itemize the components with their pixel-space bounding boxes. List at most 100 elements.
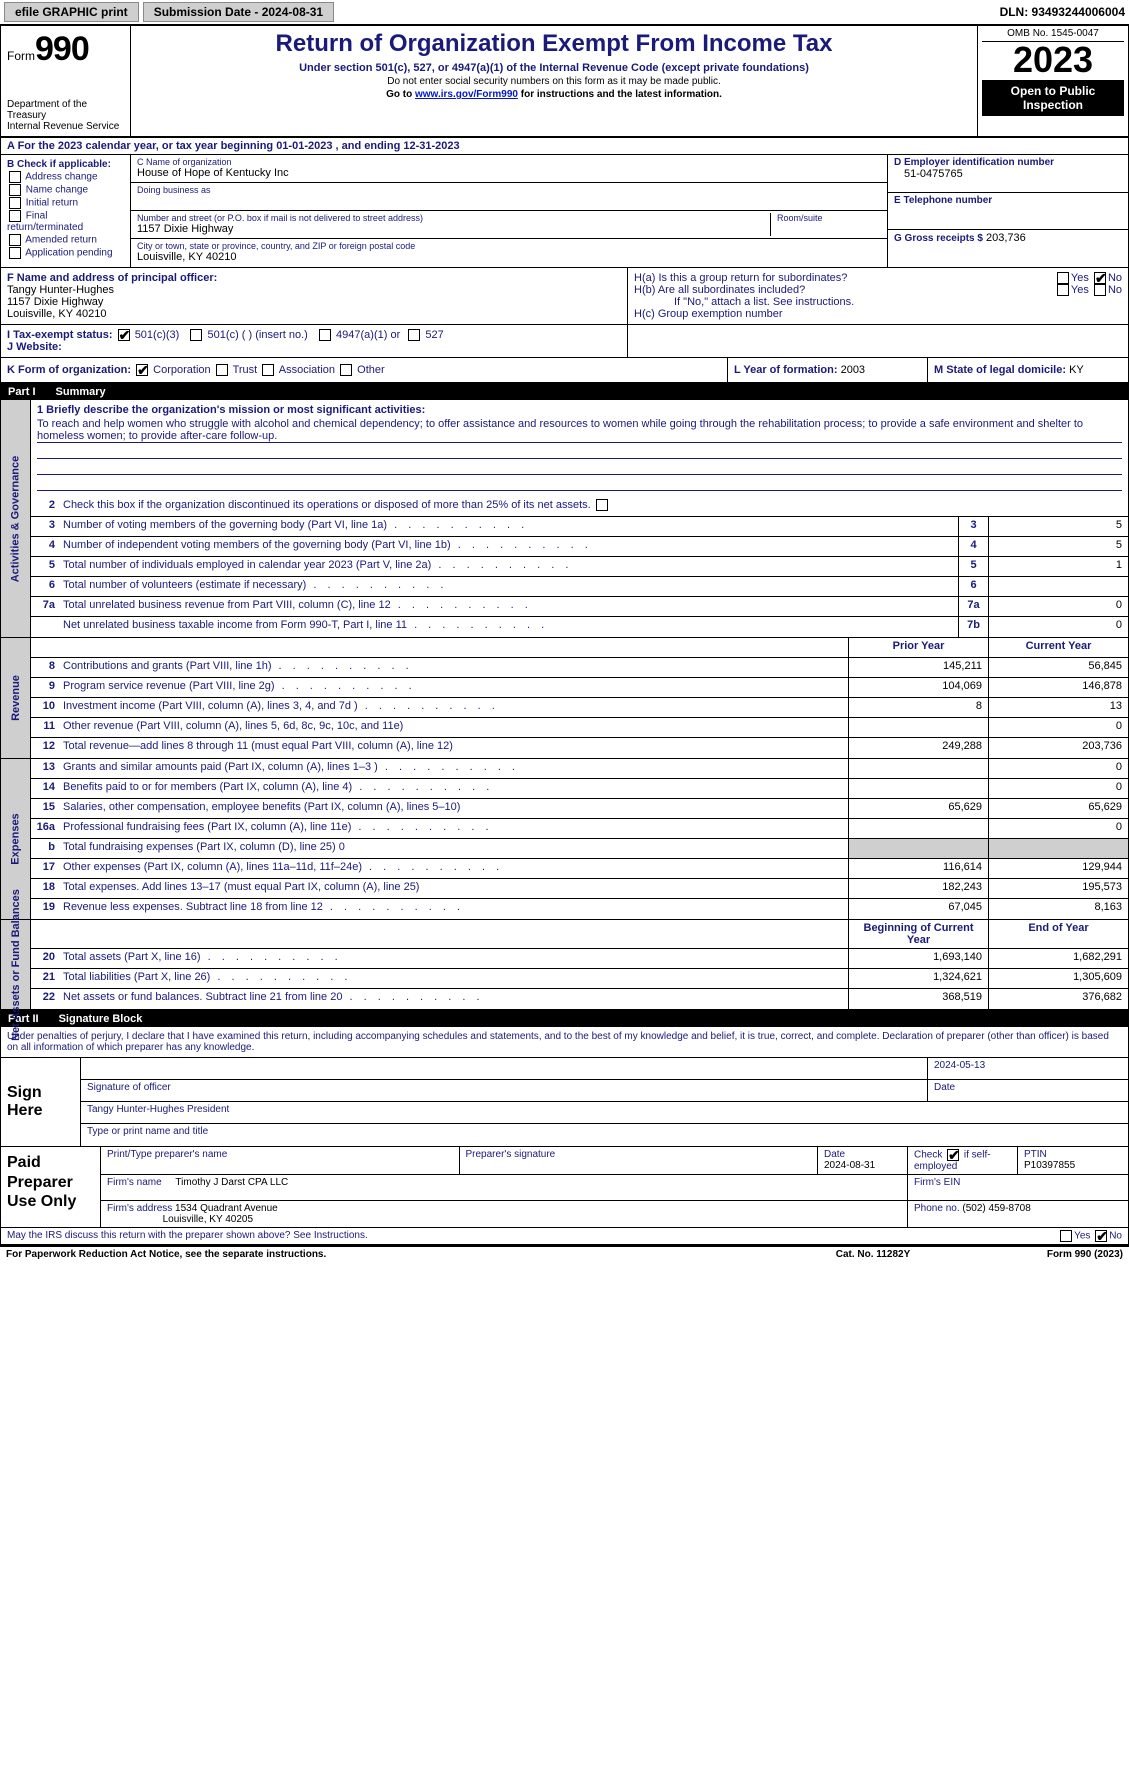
part-i-header: Part I Summary <box>0 384 1129 400</box>
v5: 1 <box>988 557 1128 576</box>
org-name: House of Hope of Kentucky Inc <box>137 167 881 179</box>
net-r22: Net assets or fund balances. Subtract li… <box>63 991 342 1003</box>
hb-no[interactable] <box>1094 284 1106 296</box>
ein-label: D Employer identification number <box>894 157 1122 168</box>
c12: 203,736 <box>988 738 1128 758</box>
check-association[interactable] <box>262 364 274 376</box>
state-domicile: KY <box>1069 364 1084 376</box>
check-501c3[interactable] <box>118 329 130 341</box>
discuss-question: May the IRS discuss this return with the… <box>7 1230 368 1241</box>
check-final-return[interactable] <box>9 210 21 222</box>
check-amended-return[interactable] <box>9 234 21 246</box>
i-label: I Tax-exempt status: <box>7 329 113 341</box>
check-4947[interactable] <box>319 329 331 341</box>
dept: Department of the Treasury <box>7 99 124 121</box>
discuss-no[interactable] <box>1095 1230 1107 1242</box>
check-501c[interactable] <box>190 329 202 341</box>
p8: 145,211 <box>848 658 988 677</box>
c10: 13 <box>988 698 1128 717</box>
mission-q: 1 Briefly describe the organization's mi… <box>37 404 1122 416</box>
p12: 249,288 <box>848 738 988 758</box>
p16a <box>848 819 988 838</box>
exp-r16a: Professional fundraising fees (Part IX, … <box>63 821 351 833</box>
tax-year: 2023 <box>982 42 1124 78</box>
submission-button[interactable]: Submission Date - 2024-08-31 <box>143 2 334 22</box>
p16b <box>848 839 988 858</box>
e22: 376,682 <box>988 989 1128 1009</box>
check-trust[interactable] <box>216 364 228 376</box>
officer-street: 1157 Dixie Highway <box>7 296 621 308</box>
net-r21: Total liabilities (Part X, line 26) <box>63 971 210 983</box>
c15: 65,629 <box>988 799 1128 818</box>
check-initial-return[interactable] <box>9 197 21 209</box>
firm-label: Firm's name <box>107 1177 162 1188</box>
addr-label: Firm's address <box>107 1203 172 1214</box>
opt-4947: 4947(a)(1) or <box>336 329 400 341</box>
gross-label: G Gross receipts $ <box>894 233 983 244</box>
check-corporation[interactable] <box>136 364 148 376</box>
ha-yes[interactable] <box>1057 272 1069 284</box>
e21: 1,305,609 <box>988 969 1128 988</box>
form-name-footer: Form 990 (2023) <box>973 1249 1123 1260</box>
c-name-label: C Name of organization <box>137 157 881 167</box>
opt-527: 527 <box>425 329 443 341</box>
ha-no[interactable] <box>1094 272 1106 284</box>
check-527[interactable] <box>408 329 420 341</box>
vtab-exp: Expenses <box>10 814 22 865</box>
check-self-employed-label: Check <box>914 1150 945 1161</box>
c16b <box>988 839 1128 858</box>
v7b: 0 <box>988 617 1128 637</box>
gov-r7a: Total unrelated business revenue from Pa… <box>63 599 391 611</box>
p14 <box>848 779 988 798</box>
exp-r19: Revenue less expenses. Subtract line 18 … <box>63 901 323 913</box>
date-label: Date <box>928 1080 1128 1101</box>
discuss-yes[interactable] <box>1060 1230 1072 1242</box>
sig-label: Signature of officer <box>81 1080 928 1101</box>
irs-link[interactable]: www.irs.gov/Form990 <box>415 89 518 100</box>
p19: 67,045 <box>848 899 988 919</box>
e20: 1,682,291 <box>988 949 1128 968</box>
note-ssn: Do not enter social security numbers on … <box>139 76 969 87</box>
check-discontinued[interactable] <box>596 499 608 511</box>
hc-label: H(c) Group exemption number <box>634 308 1122 320</box>
vtab-rev: Revenue <box>10 675 22 721</box>
b21: 1,324,621 <box>848 969 988 988</box>
opt-application-pending: Application pending <box>25 248 112 259</box>
hb-note: If "No," attach a list. See instructions… <box>634 296 1122 308</box>
firm-phone: (502) 459-8708 <box>962 1203 1030 1214</box>
check-application-pending[interactable] <box>9 247 21 259</box>
net-r20: Total assets (Part X, line 16) <box>63 951 201 963</box>
part-i-num: Part I <box>8 386 36 398</box>
v3: 5 <box>988 517 1128 536</box>
opt-name-change: Name change <box>26 185 88 196</box>
mission-text: To reach and help women who struggle wit… <box>37 418 1122 443</box>
check-self-employed[interactable] <box>947 1149 959 1161</box>
gov-r6: Total number of volunteers (estimate if … <box>63 579 306 591</box>
officer-print-name: Tangy Hunter-Hughes President <box>81 1102 1128 1123</box>
check-other[interactable] <box>340 364 352 376</box>
check-address-change[interactable] <box>9 171 21 183</box>
v7a: 0 <box>988 597 1128 616</box>
row-a: A For the 2023 calendar year, or tax yea… <box>0 138 1129 155</box>
c11: 0 <box>988 718 1128 737</box>
form-title: Return of Organization Exempt From Incom… <box>139 30 969 58</box>
inspect1: Open to Public <box>984 84 1122 98</box>
exp-r16b: Total fundraising expenses (Part IX, col… <box>63 841 345 853</box>
opt-association: Association <box>279 364 335 376</box>
m-label: M State of legal domicile: <box>934 364 1066 376</box>
inspect2: Inspection <box>984 98 1122 112</box>
c16a: 0 <box>988 819 1128 838</box>
opt-trust: Trust <box>233 364 258 376</box>
section-bcd: B Check if applicable: Address change Na… <box>0 155 1129 268</box>
opt-501c: 501(c) ( ) (insert no.) <box>208 329 308 341</box>
b22: 368,519 <box>848 989 988 1009</box>
check-name-change[interactable] <box>9 184 21 196</box>
v4: 5 <box>988 537 1128 556</box>
hb-yes[interactable] <box>1057 284 1069 296</box>
opt-address-change: Address change <box>25 172 97 183</box>
end-year-header: End of Year <box>988 920 1128 948</box>
firm-address2: Louisville, KY 40205 <box>163 1214 253 1225</box>
efile-button[interactable]: efile GRAPHIC print <box>4 2 139 22</box>
beg-year-header: Beginning of Current Year <box>848 920 988 948</box>
form-word: Form <box>7 49 35 63</box>
